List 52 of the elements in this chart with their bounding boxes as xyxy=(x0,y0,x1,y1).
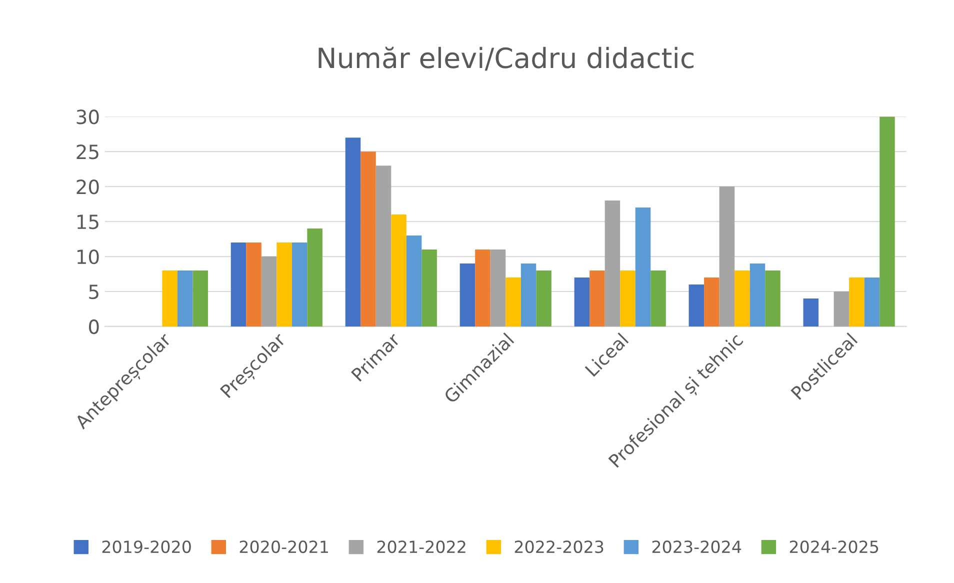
bar xyxy=(734,270,750,326)
legend-label: 2024-2025 xyxy=(790,540,878,554)
bar xyxy=(406,236,422,326)
bar xyxy=(880,116,895,326)
bar xyxy=(162,270,178,326)
bar xyxy=(360,152,376,326)
bar xyxy=(688,284,704,326)
bar xyxy=(704,278,720,326)
bar xyxy=(803,298,819,326)
bar xyxy=(460,264,476,326)
bar xyxy=(345,138,361,326)
bar xyxy=(177,270,193,326)
bar xyxy=(635,208,651,326)
y-tick-label: 0 xyxy=(88,319,99,334)
bar xyxy=(834,292,850,326)
y-tick-label: 5 xyxy=(89,284,98,300)
bar xyxy=(590,270,605,326)
bar xyxy=(536,270,552,326)
bar xyxy=(574,278,590,326)
legend-label: 2021-2022 xyxy=(377,540,466,554)
legend-label: 2020-2021 xyxy=(240,540,328,554)
bar xyxy=(292,242,308,326)
bar xyxy=(849,278,864,326)
bar xyxy=(604,200,620,326)
bar xyxy=(765,270,780,326)
bar xyxy=(307,228,322,326)
bar xyxy=(750,264,766,326)
y-tick-label: 10 xyxy=(77,249,99,264)
legend-label: 2022-2023 xyxy=(514,540,604,554)
bar xyxy=(490,250,506,326)
bar xyxy=(391,214,406,326)
chart-title: Număr elevi/Cadru didactic xyxy=(318,46,694,71)
bar xyxy=(422,250,437,326)
bar xyxy=(246,242,262,326)
bar xyxy=(376,166,392,326)
bar xyxy=(261,256,277,326)
bar xyxy=(230,242,246,326)
bar xyxy=(864,278,880,326)
bar xyxy=(650,270,666,326)
bar xyxy=(719,186,735,326)
bar xyxy=(276,242,292,326)
bar xyxy=(475,250,490,326)
legend-label: 2023-2024 xyxy=(652,540,742,554)
legend-label: 2019-2020 xyxy=(102,540,191,554)
y-tick-label: 15 xyxy=(77,214,98,230)
bar xyxy=(620,270,636,326)
y-tick-label: 30 xyxy=(76,110,99,124)
bar xyxy=(506,278,521,326)
y-tick-label: 25 xyxy=(76,144,98,160)
bar xyxy=(192,270,208,326)
bar xyxy=(520,264,536,326)
y-tick-label: 20 xyxy=(76,180,99,194)
